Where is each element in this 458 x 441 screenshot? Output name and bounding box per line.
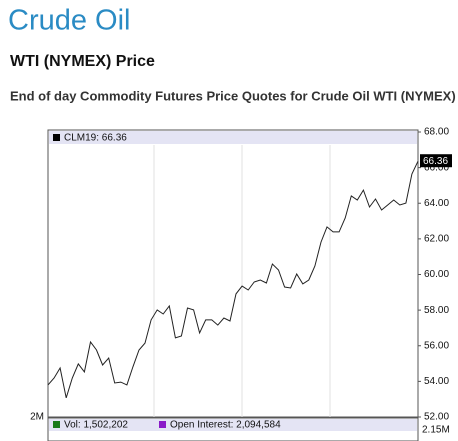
y-tick-label: 62.00 <box>424 234 449 245</box>
volume-band <box>49 419 417 431</box>
price-line <box>47 160 419 399</box>
volume-swatch <box>53 421 60 428</box>
legend-swatch <box>53 134 60 141</box>
y-tick-label: 60.00 <box>424 269 449 280</box>
plot-frame <box>47 129 419 418</box>
legend-text: CLM19: 66.36 <box>64 133 127 144</box>
last-price-label: 66.36 <box>423 156 448 167</box>
volume-left-label: 2M <box>30 412 44 423</box>
y-tick-label: 66.00 <box>424 162 449 173</box>
volume-text: Vol: 1,502,202 <box>64 420 128 431</box>
description: End of day Commodity Futures Price Quote… <box>10 88 456 103</box>
y-tick-label: 58.00 <box>424 305 449 316</box>
y-tick-label: 52.00 <box>424 412 449 423</box>
volume-right-label: 2.15M <box>422 425 450 436</box>
y-tick-label: 54.00 <box>424 376 449 387</box>
open-interest-text: Open Interest: 2,094,584 <box>170 420 281 431</box>
last-price-box <box>420 154 452 168</box>
subtitle: WTI (NYMEX) Price <box>10 53 155 70</box>
y-tick-label: 56.00 <box>424 340 449 351</box>
page-title: Crude Oil <box>8 5 131 37</box>
legend-band <box>49 131 417 144</box>
y-tick-label: 68.00 <box>424 127 449 138</box>
y-tick-label: 64.00 <box>424 198 449 209</box>
open-interest-swatch <box>159 421 166 428</box>
